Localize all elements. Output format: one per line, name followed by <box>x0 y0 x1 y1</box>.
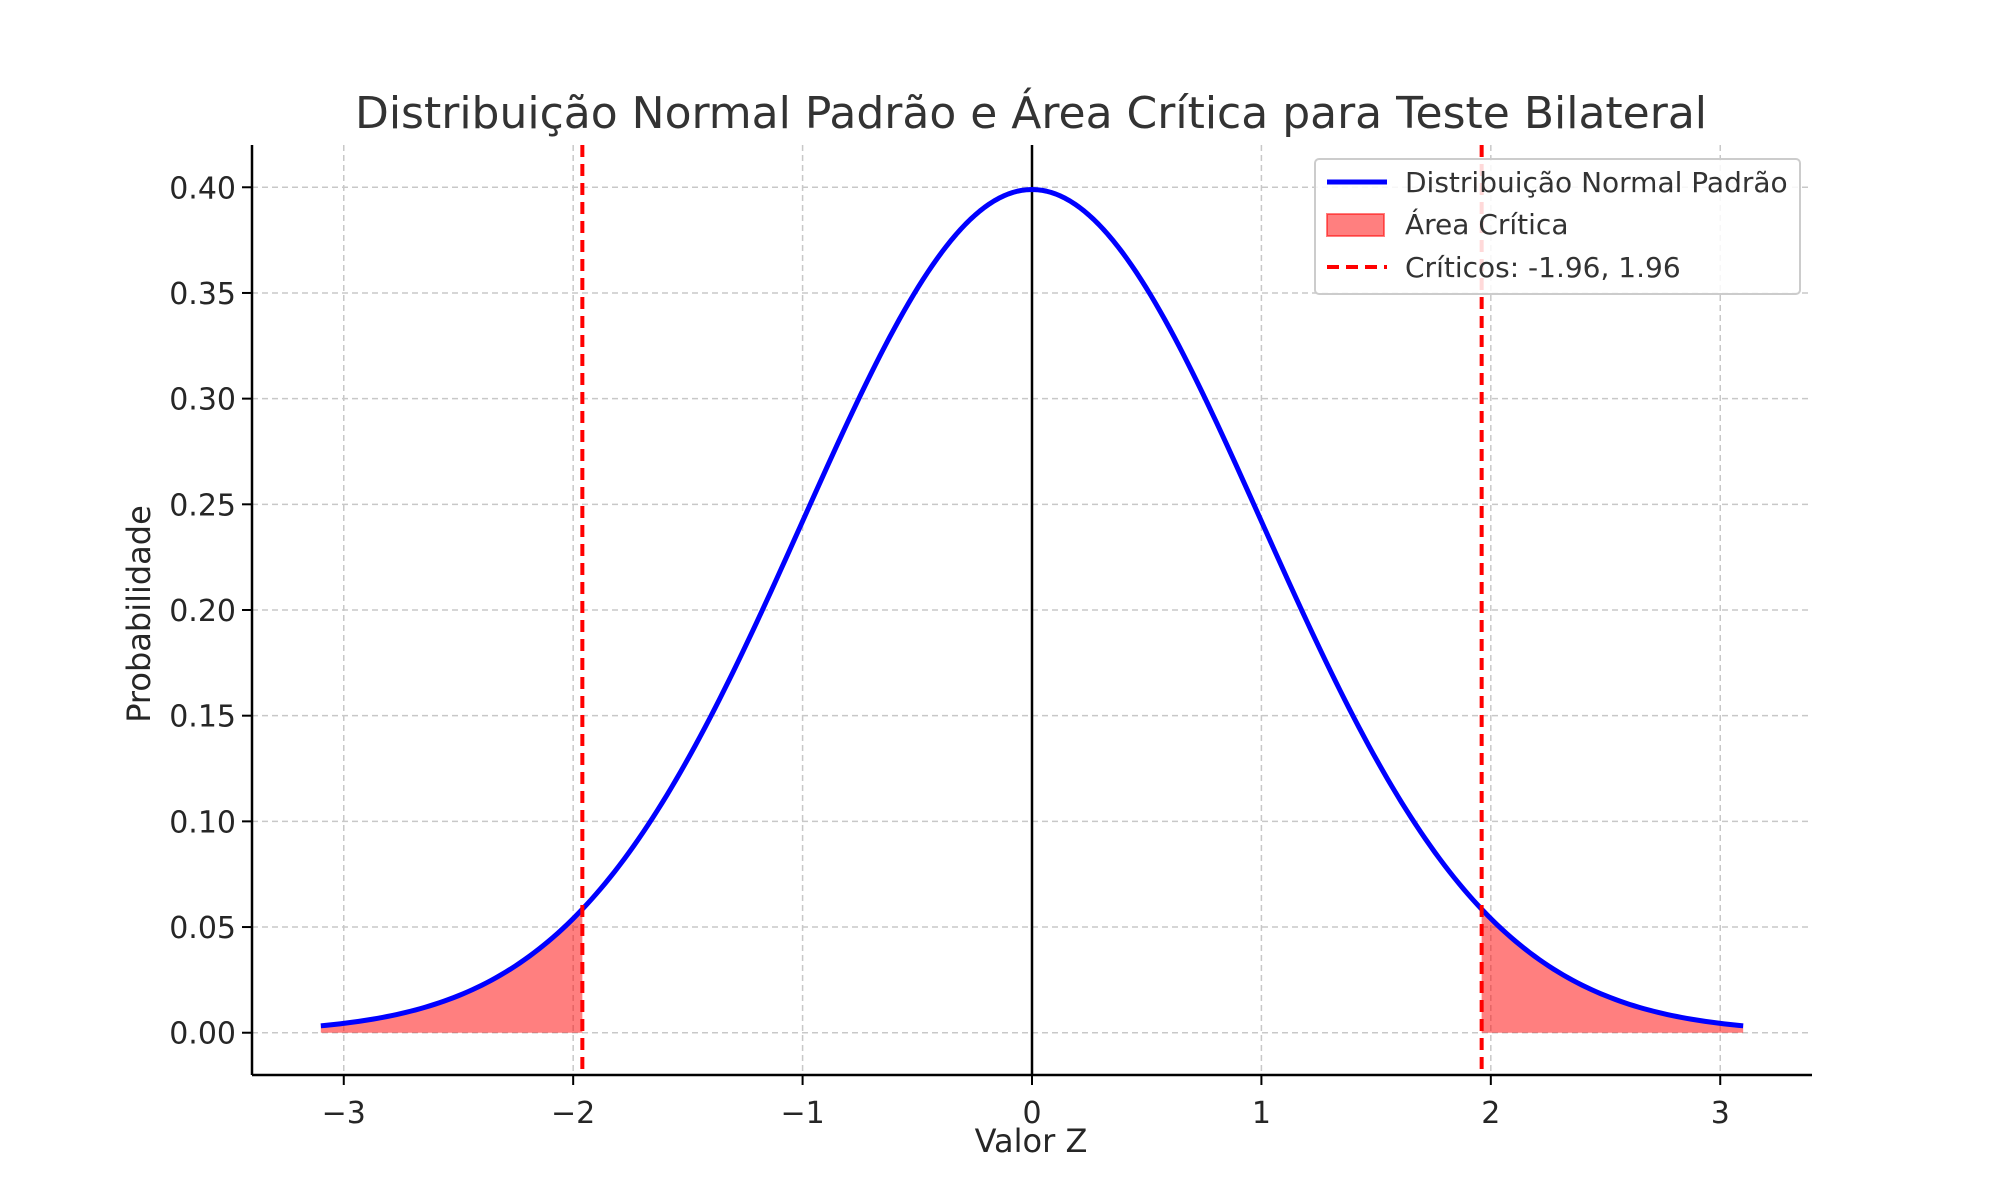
y-axis-label: Probabilidade <box>120 505 158 723</box>
legend: Distribuição Normal Padrão Área Crítica … <box>1314 158 1801 295</box>
y-tick-label: 0.05 <box>169 911 236 946</box>
y-tick-label: 0.40 <box>169 171 236 206</box>
y-tick-label: 0.10 <box>169 805 236 840</box>
y-tick-label: 0.15 <box>169 700 236 735</box>
legend-label-normal: Distribuição Normal Padrão <box>1405 166 1788 199</box>
x-tick-label: 1 <box>1252 1096 1271 1131</box>
x-tick-label: 2 <box>1481 1096 1500 1131</box>
x-tick-label: 0 <box>1022 1096 1041 1131</box>
y-tick-label: 0.00 <box>169 1017 236 1052</box>
series-lines <box>320 145 1744 1075</box>
chart-title: Distribuição Normal Padrão e Área Crític… <box>355 86 1707 139</box>
legend-label-critical-area: Área Crítica <box>1405 207 1569 241</box>
y-tick-label: 0.20 <box>169 594 236 629</box>
x-tick-label: −1 <box>780 1096 824 1131</box>
x-axis-label: Valor Z <box>975 1122 1088 1160</box>
legend-label-critical-values: Críticos: -1.96, 1.96 <box>1405 251 1681 284</box>
y-axis-ticks: 0.00 0.05 0.10 0.15 0.20 0.25 0.30 0.35 0.40 <box>169 171 252 1052</box>
x-tick-label: −3 <box>322 1096 366 1131</box>
y-tick-label: 0.35 <box>169 277 236 312</box>
critical-area-right <box>1481 909 1744 1033</box>
x-axis-ticks: −3 −2 −1 0 1 2 3 <box>322 1075 1730 1131</box>
y-tick-label: 0.30 <box>169 383 236 418</box>
normal-curve-line <box>320 187 1744 1029</box>
y-tick-label: 0.25 <box>169 488 236 523</box>
x-tick-label: −2 <box>551 1096 595 1131</box>
x-tick-label: 3 <box>1711 1096 1730 1131</box>
critical-area-fills <box>320 909 1744 1033</box>
critical-area-left <box>320 909 583 1033</box>
legend-swatch-critical-area <box>1326 213 1385 237</box>
legend-box <box>1314 158 1801 295</box>
